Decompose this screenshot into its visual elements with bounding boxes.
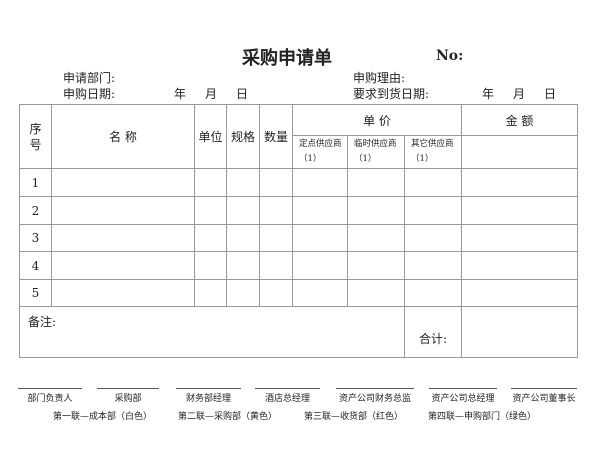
- cell[interactable]: [347, 196, 405, 225]
- cell[interactable]: [259, 224, 293, 252]
- cell[interactable]: [194, 279, 227, 307]
- signature-asset-cfo: 资产公司财务总监: [336, 388, 414, 404]
- header-supplier-temp: 临时供应商 （1）: [347, 135, 405, 169]
- arrival-month-label: 月: [513, 87, 526, 101]
- signature-asset-chairman: 资产公司董事长: [511, 388, 577, 404]
- table-row: 3: [19, 224, 578, 252]
- reason-label: 申购理由:: [353, 71, 406, 85]
- cell[interactable]: [51, 251, 195, 280]
- cell[interactable]: [461, 279, 578, 307]
- header-spec: 规格: [226, 104, 260, 169]
- signature-finance-manager: 财务部经理: [176, 388, 241, 404]
- cell[interactable]: [292, 224, 348, 252]
- form-number-label: No:: [436, 48, 464, 64]
- row-seq: 3: [19, 224, 52, 252]
- cell[interactable]: [461, 168, 578, 197]
- table-row: 1: [19, 168, 578, 197]
- cell[interactable]: [51, 279, 195, 307]
- row-seq: 1: [19, 168, 52, 197]
- cell[interactable]: [194, 251, 227, 280]
- header-name: 名 称: [51, 104, 195, 169]
- cell[interactable]: [292, 251, 348, 280]
- table-row: 2: [19, 196, 578, 225]
- cell[interactable]: [259, 196, 293, 225]
- cell[interactable]: [51, 168, 195, 197]
- header-supplier-fixed: 定点供应商 （1）: [292, 135, 348, 169]
- cell[interactable]: [347, 224, 405, 252]
- total-label: 合计:: [404, 306, 462, 358]
- cell[interactable]: [226, 168, 260, 197]
- cell[interactable]: [226, 251, 260, 280]
- cell[interactable]: [461, 251, 578, 280]
- copy-3: 第三联—收货部（红色）: [304, 412, 404, 422]
- arrival-date-label: 要求到货日期:: [353, 87, 430, 101]
- header-price: 单 价: [292, 104, 462, 136]
- header-amount: 金 额: [461, 104, 578, 136]
- cell[interactable]: [259, 251, 293, 280]
- table-row: 4: [19, 251, 578, 280]
- day-label: 日: [236, 87, 249, 101]
- cell[interactable]: [404, 224, 462, 252]
- month-label: 月: [205, 87, 218, 101]
- cell[interactable]: [51, 196, 195, 225]
- cell[interactable]: [347, 279, 405, 307]
- cell[interactable]: [194, 224, 227, 252]
- cell[interactable]: [259, 279, 293, 307]
- signature-purchasing: 采购部: [97, 388, 159, 404]
- header-qty: 数量: [259, 104, 293, 169]
- copy-4: 第四联—申购部门（绿色）: [428, 412, 537, 422]
- arrival-year-label: 年: [482, 87, 495, 101]
- purchase-table: 序号 名 称 单位 规格 数量 单 价 金 额 定点供应商 （1） 临时供应商 …: [19, 104, 578, 358]
- cell[interactable]: [292, 168, 348, 197]
- header-seq: 序号: [19, 104, 52, 169]
- cell[interactable]: [461, 196, 578, 225]
- remark-label: 备注:: [19, 306, 405, 358]
- table-row: 5: [19, 279, 578, 307]
- cell[interactable]: [259, 168, 293, 197]
- copy-2: 第二联—采购部（黄色）: [178, 412, 278, 422]
- signature-asset-gm: 资产公司总经理: [429, 388, 497, 404]
- cell[interactable]: [404, 168, 462, 197]
- cell[interactable]: [461, 224, 578, 252]
- cell[interactable]: [194, 168, 227, 197]
- cell[interactable]: [292, 196, 348, 225]
- cell[interactable]: [226, 196, 260, 225]
- cell[interactable]: [51, 224, 195, 252]
- cell[interactable]: [404, 251, 462, 280]
- signature-dept-head: 部门负责人: [18, 388, 82, 404]
- arrival-day-label: 日: [544, 87, 557, 101]
- header-unit: 单位: [194, 104, 227, 169]
- row-seq: 5: [19, 279, 52, 307]
- header-supplier-other: 其它供应商 （1）: [404, 135, 462, 169]
- cell[interactable]: [347, 168, 405, 197]
- cell[interactable]: [404, 196, 462, 225]
- date-label: 申购日期:: [63, 87, 116, 101]
- row-seq: 4: [19, 251, 52, 280]
- cell[interactable]: [292, 279, 348, 307]
- dept-label: 申请部门:: [63, 71, 116, 85]
- total-value[interactable]: [461, 306, 578, 358]
- page-title: 采购申请单: [242, 48, 332, 69]
- cell[interactable]: [347, 251, 405, 280]
- cell[interactable]: [194, 196, 227, 225]
- year-label: 年: [174, 87, 187, 101]
- signature-hotel-gm: 酒店总经理: [255, 388, 320, 404]
- copy-1: 第一联—成本部（白色）: [53, 412, 153, 422]
- row-seq: 2: [19, 196, 52, 225]
- cell[interactable]: [226, 224, 260, 252]
- cell[interactable]: [226, 279, 260, 307]
- cell[interactable]: [404, 279, 462, 307]
- header-amount-blank: [461, 135, 578, 169]
